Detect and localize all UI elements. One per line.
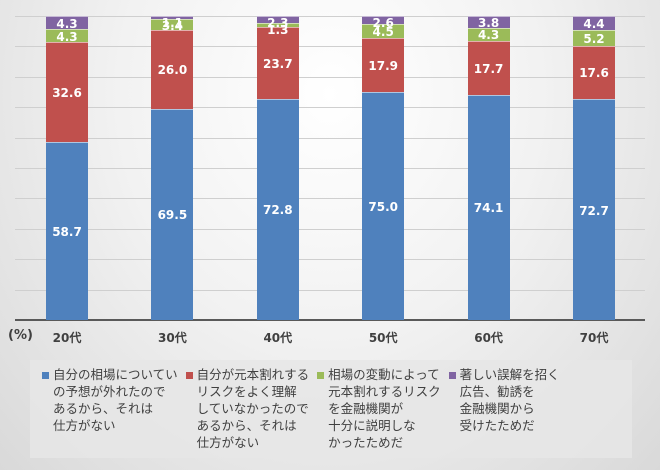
bar-segment: 3.8 [467, 16, 510, 31]
legend-item: 相場の変動によって 元本割れするリスク を金融機関が 十分に説明しな かったため… [317, 366, 441, 458]
legend-label: 自分の相場についてい の予想が外れたので あるから、それは 仕方がない [53, 367, 178, 433]
legend-item: 自分の相場についてい の予想が外れたので あるから、それは 仕方がない [42, 366, 178, 458]
data-label: 17.7 [473, 61, 504, 76]
bar-20代: 58.7 32.6 4.3 4.3 [46, 16, 88, 320]
stacked-bar-chart: 58.7 32.6 4.3 4.3 69.5 26.0 3.4 1.1 72.8 23.7 1.3 2… [8, 15, 645, 345]
data-label: 4.3 [56, 29, 78, 44]
data-label: 4.4 [583, 17, 605, 31]
legend-swatch-icon [185, 372, 193, 379]
bar-segment: 4.5 [362, 23, 405, 39]
legend-label: 著しい誤解を招く 広告、勧誘を 金融機関から 受けたためだ [459, 367, 560, 433]
bar-segment: 23.7 [256, 26, 299, 99]
gridline [15, 46, 645, 48]
bar-segment: 72.7 [573, 99, 615, 320]
data-label: 75.0 [368, 200, 398, 214]
data-label: 69.5 [157, 208, 188, 223]
legend-label: 自分が元本割れする リスクをよく理解 していなかったので あるから、それは 仕方… [196, 367, 310, 450]
data-label: 17.9 [368, 58, 398, 73]
data-label: 72.8 [262, 203, 293, 218]
x-tick-label: 60代 [474, 331, 503, 345]
data-label: 1.1 [161, 16, 184, 31]
bar-40代: 72.8 23.7 1.3 2.3 [256, 15, 299, 320]
bar-segment: 2.6 [362, 16, 405, 29]
data-label: 2.6 [372, 16, 394, 31]
data-label: 5.2 [583, 31, 605, 46]
data-label: 4.3 [56, 16, 78, 31]
bar-segment: 4.3 [46, 29, 88, 44]
gridline [15, 289, 645, 291]
bar-segment: 17.6 [573, 45, 615, 99]
gridline [15, 76, 645, 78]
x-tick-label: 30代 [158, 331, 187, 345]
x-axis-line [15, 319, 645, 321]
data-label: 1.3 [267, 22, 289, 37]
x-tick-label: 20代 [52, 331, 82, 345]
data-label: 23.7 [262, 56, 293, 71]
bar-segment: 74.1 [467, 94, 510, 320]
data-label: 72.7 [579, 203, 609, 218]
bar-30代: 69.5 26.0 3.4 1.1 [151, 16, 194, 320]
legend-swatch-icon [448, 372, 456, 379]
y-unit-label: (%) [8, 328, 33, 343]
gridline [15, 168, 645, 169]
data-label: 58.7 [52, 224, 82, 239]
data-label: 4.3 [477, 28, 500, 43]
data-label: 17.6 [579, 66, 609, 81]
legend-label: 相場の変動によって 元本割れするリスク を金融機関が 十分に説明しな かったため… [328, 367, 441, 450]
data-label: 26.0 [157, 63, 188, 78]
gridline [15, 107, 645, 109]
bar-segment: 32.6 [46, 42, 88, 142]
bar-segment: 3.4 [151, 19, 194, 34]
data-label: 74.1 [473, 201, 504, 216]
bar-segment: 69.5 [151, 108, 194, 320]
bar-60代: 74.1 17.7 4.3 3.8 [467, 16, 510, 320]
data-label: 3.8 [477, 16, 500, 31]
data-label: 3.4 [161, 19, 184, 34]
bar-segment: 4.3 [46, 16, 88, 31]
bar-segment: 4.4 [573, 16, 615, 31]
x-tick-label: 40代 [263, 331, 293, 345]
x-tick-label: 70代 [579, 331, 609, 345]
bar-segment: 26.0 [151, 29, 194, 109]
bar-segment: 58.7 [46, 141, 88, 320]
bar-segment: 17.9 [362, 37, 405, 92]
gridline [15, 137, 645, 139]
gridline [15, 259, 645, 261]
legend-item: 自分が元本割れする リスクをよく理解 していなかったので あるから、それは 仕方… [185, 366, 310, 458]
legend: 自分の相場についてい の予想が外れたので あるから、それは 仕方がない 自分が元本… [30, 360, 632, 458]
gridline [15, 198, 645, 200]
bar-70代: 72.7 17.6 5.2 4.4 [573, 16, 615, 320]
x-tick-label: 50代 [368, 331, 398, 345]
legend-swatch-icon [42, 372, 49, 379]
gridline [15, 16, 645, 17]
bar-segment: 1.1 [151, 16, 194, 29]
bar-segment: 2.3 [256, 15, 299, 29]
bar-segment: 72.8 [256, 98, 299, 320]
bar-segment: 75.0 [362, 92, 405, 320]
data-label: 32.6 [52, 86, 82, 101]
gridline [15, 228, 645, 230]
bar-segment: 4.3 [467, 27, 510, 43]
bar-segment: 1.3 [256, 22, 299, 36]
legend-item: 著しい誤解を招く 広告、勧誘を 金融機関から 受けたためだ [448, 366, 560, 458]
data-label: 4.5 [372, 24, 394, 39]
bar-segment: 5.2 [573, 29, 615, 46]
legend-swatch-icon [317, 372, 325, 379]
data-label: 2.3 [267, 15, 289, 30]
bar-50代: 75.0 17.9 4.5 2.6 [362, 16, 405, 320]
bar-segment: 17.7 [467, 40, 510, 95]
